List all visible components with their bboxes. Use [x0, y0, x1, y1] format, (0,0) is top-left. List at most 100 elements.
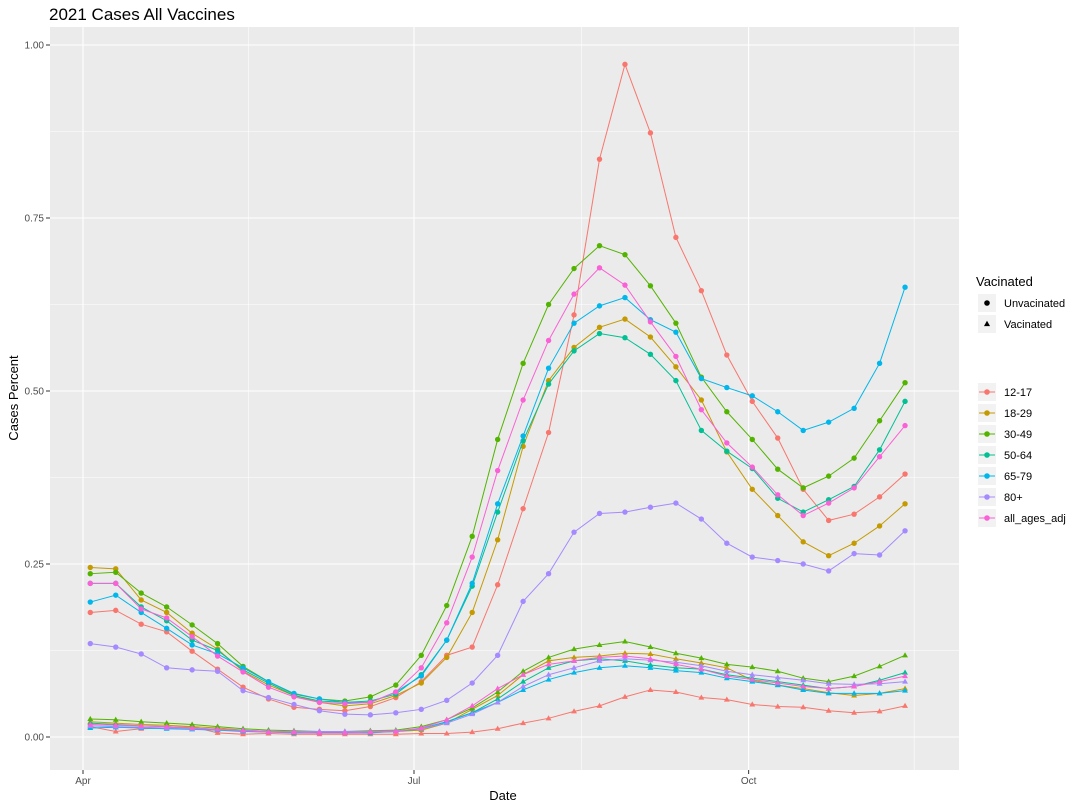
data-point-unvaccinated	[494, 652, 501, 659]
data-point-unvaccinated	[520, 360, 526, 367]
data-point-unvaccinated	[163, 665, 170, 671]
data-point-unvaccinated	[698, 397, 705, 403]
legend-shape-label: Vacinated	[1004, 319, 1052, 331]
data-point-vaccinated	[392, 728, 399, 734]
x-tick-label: Jul	[408, 776, 421, 787]
data-point-vaccinated	[902, 652, 908, 658]
data-point-unvaccinated	[316, 699, 323, 706]
data-point-unvaccinated	[851, 550, 857, 557]
data-point-unvaccinated	[673, 500, 679, 506]
data-point-vaccinated	[647, 686, 654, 692]
series-30-49	[87, 242, 908, 734]
data-point-unvaccinated	[673, 353, 679, 360]
data-point-unvaccinated	[698, 516, 705, 522]
data-point-unvaccinated	[393, 710, 399, 716]
data-point-vaccinated	[647, 661, 654, 668]
data-point-unvaccinated	[520, 598, 526, 605]
data-point-vaccinated	[571, 657, 577, 663]
legend-swatch	[984, 473, 990, 479]
data-point-unvaccinated	[418, 665, 424, 671]
data-point-vaccinated	[494, 695, 501, 701]
data-point-unvaccinated	[571, 529, 577, 535]
data-point-unvaccinated	[163, 615, 170, 621]
data-point-vaccinated	[800, 677, 807, 683]
data-point-vaccinated	[138, 722, 145, 728]
legend-title: Vacinated	[976, 274, 1033, 289]
data-point-vaccinated	[723, 668, 730, 674]
legend-series-label: 80+	[1004, 492, 1023, 504]
data-point-vaccinated	[240, 727, 246, 733]
data-point-vaccinated	[800, 704, 807, 710]
data-point-vaccinated	[749, 676, 756, 682]
data-point-unvaccinated	[800, 512, 806, 519]
data-point-unvaccinated	[520, 505, 526, 512]
data-point-unvaccinated	[342, 701, 348, 707]
data-point-unvaccinated	[469, 580, 475, 587]
data-point-unvaccinated	[902, 398, 908, 405]
y-tick-label: 1.00	[25, 41, 45, 52]
data-point-unvaccinated	[214, 668, 221, 674]
data-point-vaccinated	[774, 668, 781, 674]
data-point-vaccinated	[469, 711, 476, 717]
data-point-unvaccinated	[698, 406, 705, 413]
data-point-vaccinated	[494, 699, 501, 705]
data-point-vaccinated	[545, 676, 552, 682]
data-point-unvaccinated	[138, 651, 144, 657]
data-point-vaccinated	[443, 716, 450, 722]
data-point-unvaccinated	[775, 512, 781, 519]
y-tick-label: 0.50	[25, 387, 45, 398]
data-point-unvaccinated	[775, 435, 781, 441]
data-point-vaccinated	[723, 673, 730, 679]
data-point-unvaccinated	[240, 665, 246, 671]
data-point-vaccinated	[596, 657, 603, 663]
data-point-unvaccinated	[393, 689, 399, 695]
data-point-unvaccinated	[800, 485, 806, 491]
data-point-unvaccinated	[825, 552, 832, 559]
data-point-unvaccinated	[596, 330, 603, 337]
data-point-vaccinated	[596, 702, 603, 708]
data-point-vaccinated	[723, 661, 730, 667]
data-point-unvaccinated	[800, 561, 806, 567]
data-point-vaccinated	[876, 690, 883, 696]
data-point-vaccinated	[723, 664, 730, 670]
data-point-vaccinated	[112, 728, 119, 734]
data-point-unvaccinated	[342, 711, 348, 717]
data-point-vaccinated	[112, 722, 119, 728]
data-point-vaccinated	[214, 729, 221, 735]
data-point-vaccinated	[698, 666, 705, 672]
data-point-vaccinated	[189, 724, 196, 731]
data-point-vaccinated	[265, 729, 272, 735]
data-point-vaccinated	[622, 655, 628, 661]
data-point-vaccinated	[545, 654, 552, 660]
data-point-vaccinated	[87, 715, 94, 722]
data-point-vaccinated	[520, 720, 527, 726]
data-point-unvaccinated	[163, 604, 170, 610]
data-point-vaccinated	[851, 683, 858, 689]
data-point-unvaccinated	[724, 448, 730, 454]
data-point-unvaccinated	[367, 712, 374, 718]
data-point-unvaccinated	[622, 282, 628, 288]
legend-shape-label: Unvacinated	[1004, 298, 1065, 310]
data-point-unvaccinated	[87, 599, 93, 605]
data-point-unvaccinated	[647, 504, 654, 510]
data-point-unvaccinated	[240, 669, 246, 675]
data-point-unvaccinated	[902, 422, 908, 429]
legend-series-label: all_ages_adj	[1004, 513, 1066, 525]
y-tick-label: 0.00	[25, 733, 45, 744]
data-point-vaccinated	[774, 679, 781, 686]
data-point-unvaccinated	[724, 540, 730, 546]
data-point-vaccinated	[902, 702, 908, 708]
data-point-vaccinated	[876, 663, 883, 669]
data-point-unvaccinated	[876, 447, 883, 453]
data-point-vaccinated	[749, 701, 756, 707]
data-point-unvaccinated	[545, 429, 552, 436]
data-point-unvaccinated	[520, 397, 526, 403]
data-point-unvaccinated	[825, 473, 832, 479]
data-point-unvaccinated	[571, 265, 577, 272]
data-point-unvaccinated	[622, 509, 628, 515]
data-point-unvaccinated	[138, 590, 144, 596]
data-point-vaccinated	[825, 680, 832, 686]
data-point-vaccinated	[469, 702, 476, 708]
data-point-vaccinated	[825, 707, 832, 713]
